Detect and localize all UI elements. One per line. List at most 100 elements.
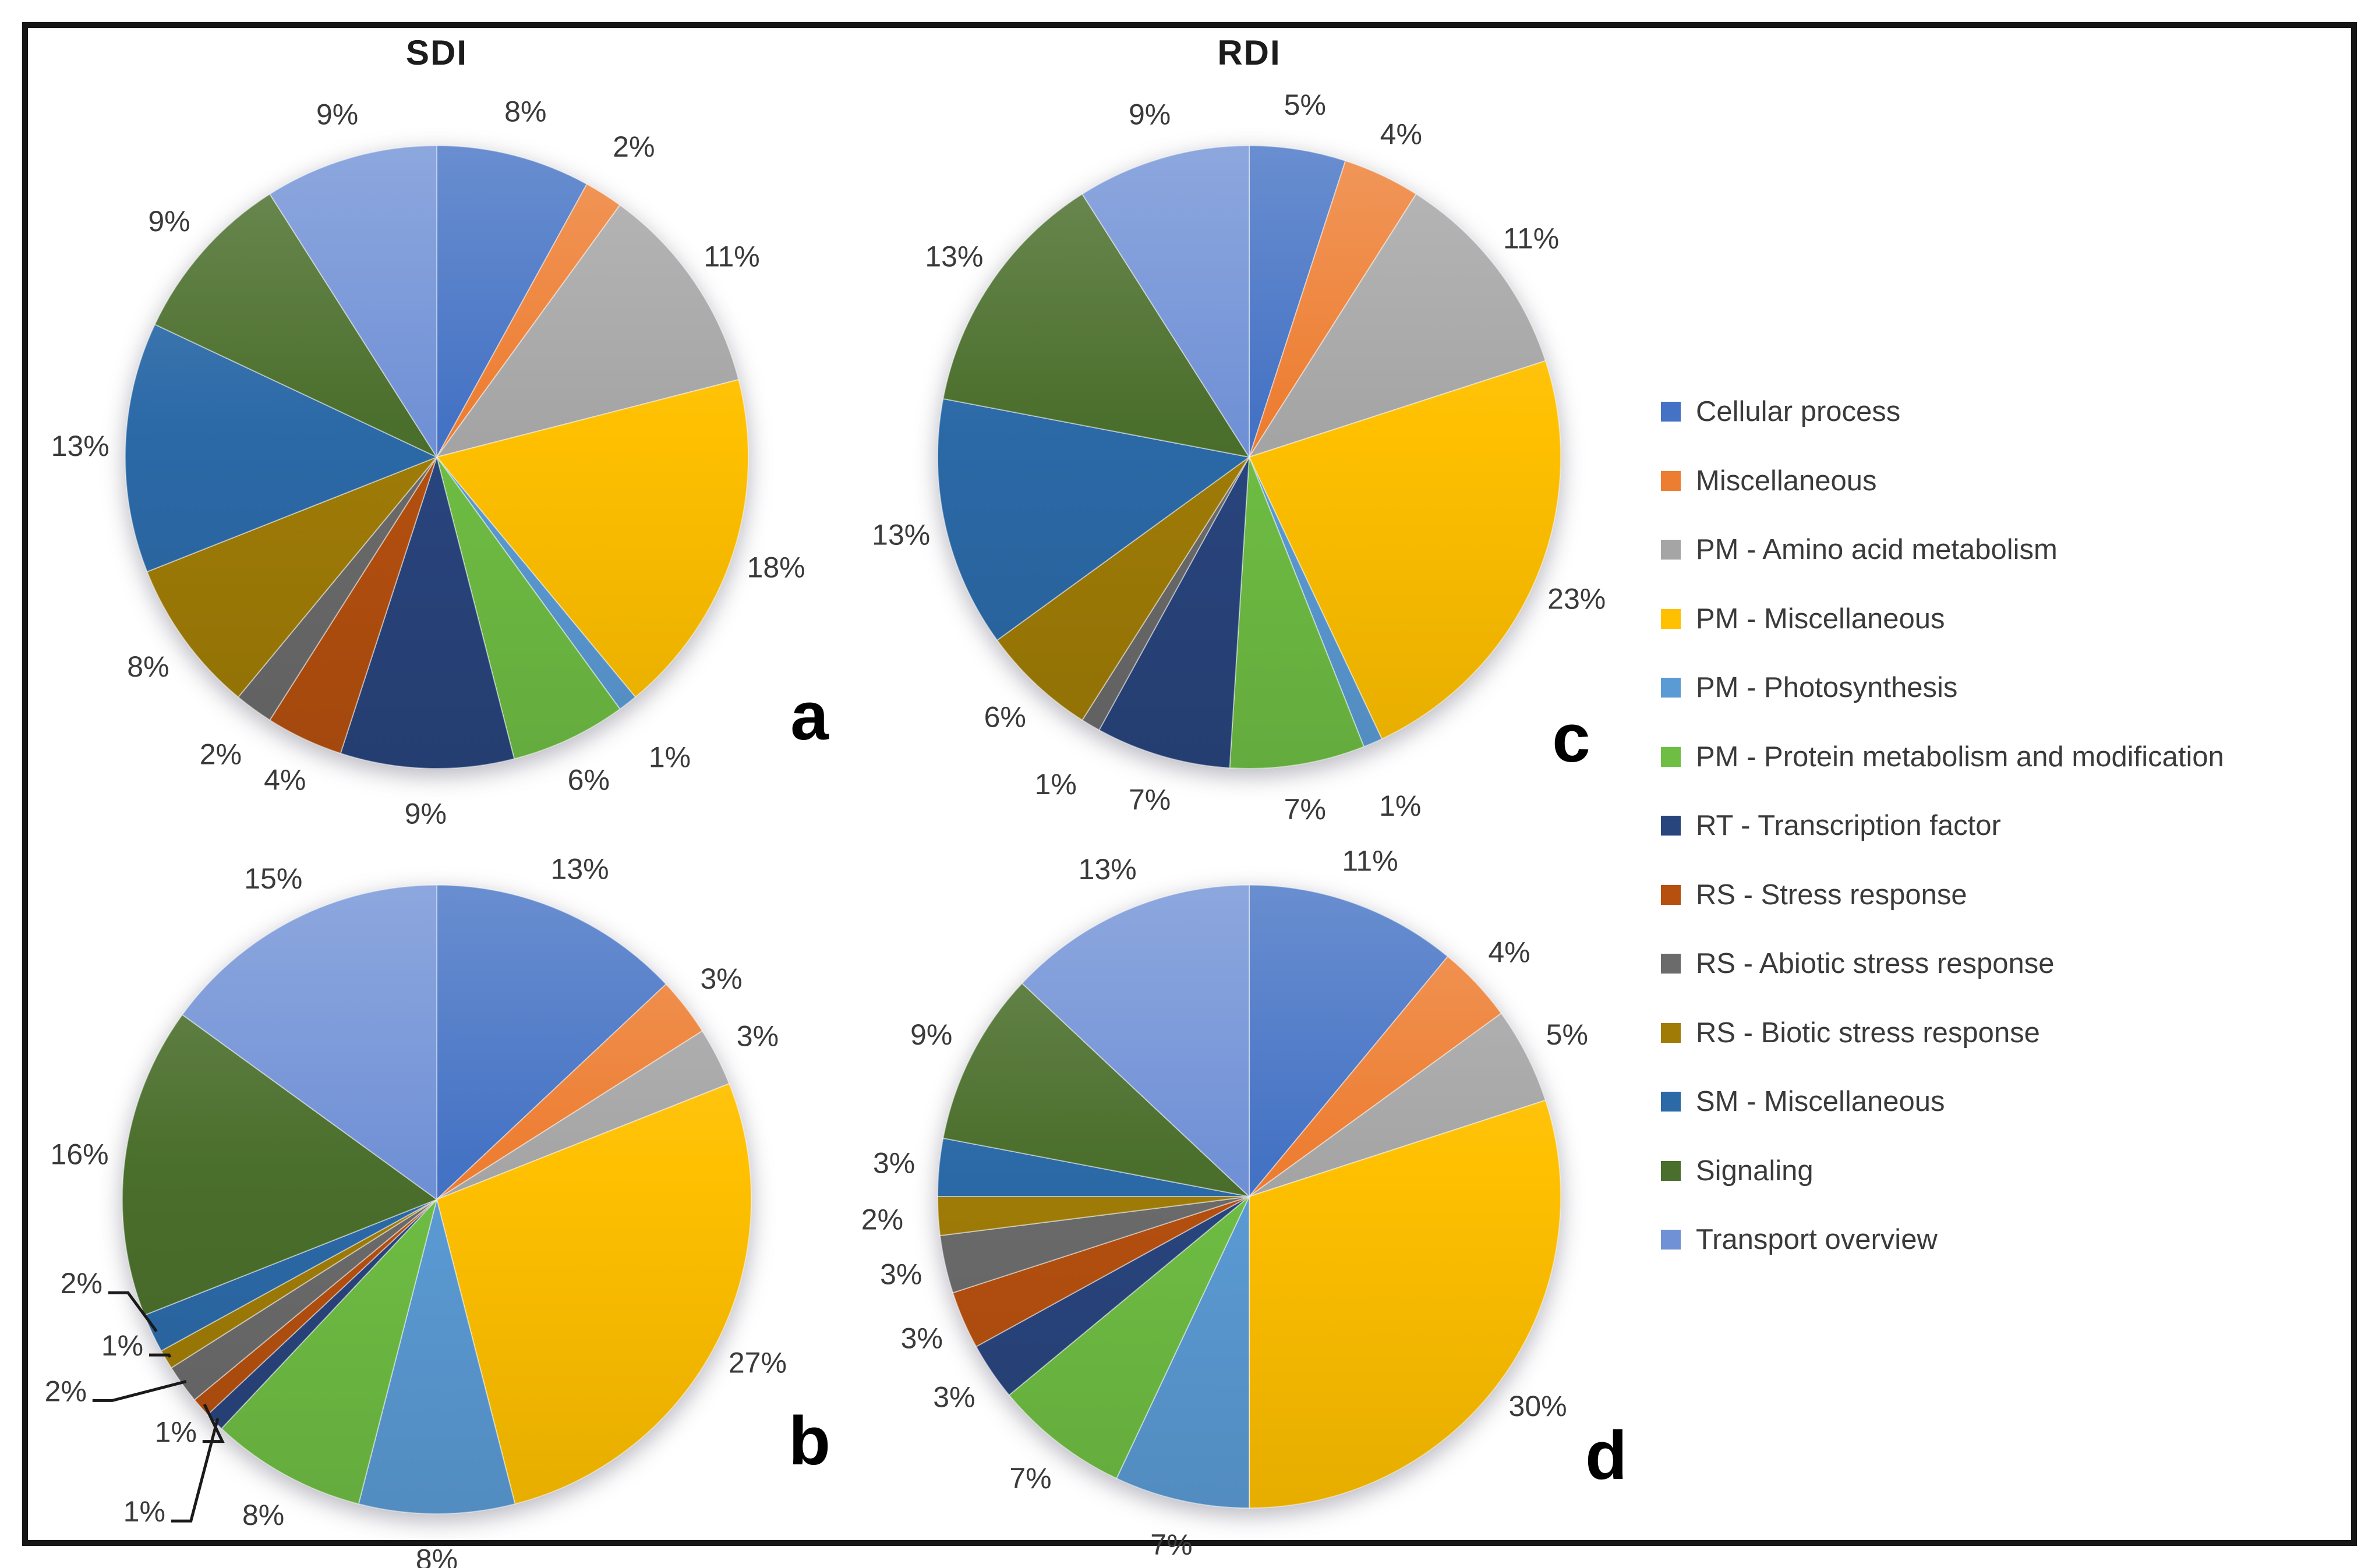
legend-swatch-icon [1661, 540, 1681, 560]
legend-item: Transport overview [1661, 1205, 2224, 1275]
slice-label: 2% [61, 1267, 102, 1300]
legend-item: RS - Abiotic stress response [1661, 929, 2224, 999]
slice-label: 2% [613, 130, 655, 163]
pie-slice-transport-overview [268, 144, 437, 459]
legend-swatch-icon [1661, 816, 1681, 836]
pie-slice-cellular-process [1249, 144, 1346, 458]
slice-label: 9% [1129, 98, 1171, 131]
legend-label: Signaling [1696, 1155, 1814, 1187]
slice-label: 3% [901, 1322, 943, 1354]
legend-label: RS - Biotic stress response [1696, 1017, 2040, 1049]
pie-slice-rs-abiotic-stress-response [939, 1196, 1250, 1294]
slice-label: 11% [1503, 222, 1559, 255]
pie-slice-rs-biotic-stress-response [146, 456, 437, 698]
slice-label: 8% [416, 1543, 458, 1568]
panel-b-letter: b [788, 1403, 831, 1479]
pie-slice-pm-photosynthesis [358, 1199, 516, 1514]
pie-slice-pm-photosynthesis [1249, 456, 1383, 748]
figure-border [22, 22, 2357, 1546]
legend-item: Signaling [1661, 1137, 2224, 1206]
slice-label: 3% [880, 1258, 922, 1291]
slice-label: 11% [1342, 845, 1398, 877]
legend-swatch-icon [1661, 402, 1681, 422]
slice-label: 1% [649, 741, 691, 774]
slice-label: 3% [933, 1381, 975, 1413]
slice-label: 8% [127, 650, 169, 683]
slice-label: 9% [316, 98, 358, 131]
pie-slice-sm-miscellaneous [937, 398, 1251, 641]
slice-label: 5% [1284, 89, 1326, 121]
legend-label: PM - Amino acid metabolism [1696, 534, 2058, 566]
slice-label: 3% [700, 962, 742, 995]
legend-swatch-icon [1661, 884, 1681, 905]
pie-chart-d: 11% 4% 5% 30% 7% 7% 3% 3% 3% 2% 3% 9% 13% [861, 845, 1588, 1561]
legend-label: PM - Protein metabolism and modification [1696, 741, 2224, 773]
slice-label: 11% [704, 240, 759, 273]
panel-a: SDI 8% 2% 11% 18% 1% 6% 9% 4% 2% 8% 13% 9% 9% a [32, 17, 847, 830]
slice-label: 1% [1379, 790, 1421, 822]
pie-chart-b: 13% 3% 3% 27% 8% 8% 1% 1% 2% 1% 2% 16% 15% [45, 853, 787, 1568]
pie-slice-pm-protein-metabolism-and-modification [1008, 1196, 1250, 1479]
slice-label: 1% [155, 1416, 197, 1449]
pie-slice-cellular-process [436, 144, 588, 458]
pie-slice-pm-photosynthesis [1115, 1196, 1250, 1509]
slice-label: 9% [148, 205, 190, 238]
pie-slice-pm-amino-acid-metabolism [435, 204, 740, 458]
pie-slice-rs-stress-response [952, 1196, 1250, 1348]
pie-slice-rs-abiotic-stress-response [170, 1199, 437, 1401]
panel-d-letter: d [1585, 1417, 1628, 1494]
pie-slice-rs-biotic-stress-response [996, 456, 1250, 721]
slice-label: 23% [1547, 582, 1606, 615]
pie-slice-transport-overview [1021, 884, 1250, 1198]
slice-label: 4% [264, 763, 306, 796]
legend-item: RS - Stress response [1661, 861, 2224, 930]
pie-slice-pm-photosynthesis [436, 456, 637, 710]
pie-slice-miscellaneous [436, 183, 621, 458]
legend-item: RT - Transcription factor [1661, 791, 2224, 861]
legend-item: PM - Miscellaneous [1661, 585, 2224, 654]
panel-c-letter: c [1552, 700, 1590, 777]
slice-label: 2% [200, 738, 242, 771]
pie-chart-a: 8% 2% 11% 18% 1% 6% 9% 4% 2% 8% 13% 9% 9% [51, 95, 805, 830]
pie-slice-rs-abiotic-stress-response [1081, 456, 1250, 731]
slice-label: 7% [1284, 793, 1326, 826]
label-leader-line [202, 1403, 225, 1443]
slice-label: 13% [1079, 853, 1137, 886]
slice-label: 8% [504, 95, 546, 128]
slice-label: 13% [551, 853, 609, 886]
legend-label: Miscellaneous [1696, 465, 1877, 497]
pie-slice-sm-miscellaneous [125, 323, 439, 573]
slice-label: 13% [872, 519, 930, 551]
legend-swatch-icon [1661, 954, 1681, 974]
legend-item: PM - Amino acid metabolism [1661, 515, 2224, 585]
slice-label: 1% [1035, 768, 1077, 801]
slice-label: 8% [242, 1499, 284, 1531]
pie-slice-miscellaneous [1249, 955, 1503, 1197]
legend-label: Transport overview [1696, 1224, 1938, 1256]
pie-slice-pm-protein-metabolism-and-modification [436, 456, 621, 760]
slice-label: 13% [925, 240, 983, 273]
legend-swatch-icon [1661, 1160, 1681, 1181]
slice-label: 5% [1546, 1018, 1588, 1051]
slice-label: 4% [1488, 936, 1530, 969]
pie-slice-pm-miscellaneous [436, 1082, 752, 1505]
legend-swatch-icon [1661, 1092, 1681, 1112]
pie-slice-rs-stress-response [268, 456, 437, 755]
legend-item: PM - Photosynthesis [1661, 653, 2224, 723]
pie-slice-sm-miscellaneous [936, 1137, 1250, 1197]
legend-item: Cellular process [1661, 377, 2224, 447]
legend-label: PM - Photosynthesis [1696, 672, 1958, 704]
slice-label: 9% [405, 797, 447, 830]
pie-slice-rs-stress-response [193, 1199, 437, 1416]
slice-label: 18% [747, 551, 805, 583]
label-leader-line [149, 1353, 172, 1358]
panel-b: 13% 3% 3% 27% 8% 8% 1% 1% 2% 1% 2% 16% 15% b [32, 786, 847, 1568]
pie-chart-c: 5% 4% 11% 23% 1% 7% 7% 1% 6% 13% 13% 9% [872, 89, 1606, 826]
pie-slice-cellular-process [1249, 884, 1449, 1198]
slice-label: 7% [1150, 1528, 1192, 1561]
pie-slice-pm-protein-metabolism-and-modification [220, 1199, 437, 1505]
label-leader-line [171, 1418, 220, 1523]
panel-a-letter: a [790, 678, 829, 755]
slice-label: 4% [1380, 118, 1422, 151]
legend-label: RT - Transcription factor [1696, 810, 2001, 842]
